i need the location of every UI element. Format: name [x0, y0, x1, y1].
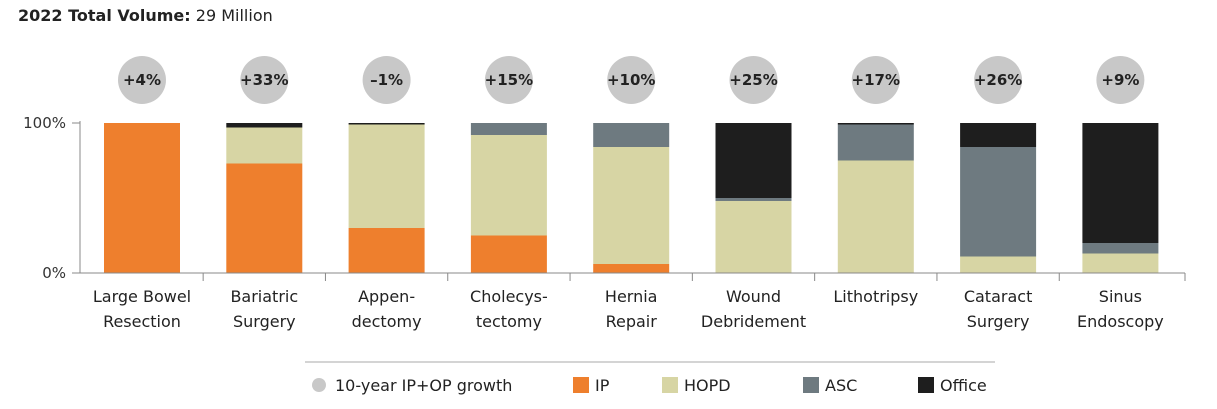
bar-segment-hopd	[593, 147, 670, 264]
bar-segment-ip	[226, 163, 303, 273]
growth-bubble	[118, 56, 166, 104]
category-label: Cholecys-	[470, 287, 548, 306]
category-label: Appen-	[358, 287, 415, 306]
y-tick-label: 0%	[42, 264, 66, 282]
growth-bubble	[240, 56, 289, 104]
bar-segment-office	[837, 123, 914, 125]
title-value: 29 Million	[195, 6, 273, 25]
chart-title: 2022 Total Volume: 29 Million	[18, 6, 273, 25]
growth-label: +26%	[974, 71, 1022, 89]
bar-segment-hopd	[470, 135, 547, 236]
category-label: tectomy	[476, 312, 542, 331]
bar-segment-office	[226, 123, 303, 128]
category-label: Repair	[606, 312, 658, 331]
legend-swatch-ip	[573, 377, 589, 393]
bar-segment-hopd	[715, 201, 792, 273]
growth-label: +33%	[240, 71, 288, 89]
bar-segment-ip	[104, 123, 180, 273]
bar-segment-asc	[960, 147, 1037, 257]
growth-bubble	[362, 56, 411, 104]
category-label: Large Bowel	[93, 287, 191, 306]
bar-segment-hopd	[1082, 253, 1159, 273]
category-label: Endoscopy	[1077, 312, 1164, 331]
category-label: dectomy	[352, 312, 422, 331]
growth-label: +25%	[729, 71, 777, 89]
bar-segment-ip	[470, 235, 547, 273]
growth-bubble	[1096, 56, 1145, 104]
bar-segment-asc	[1082, 243, 1159, 254]
growth-label: +4%	[123, 71, 161, 89]
title-label: 2022 Total Volume:	[18, 6, 191, 25]
growth-bubble	[729, 56, 778, 104]
legend-label: IP	[595, 376, 610, 395]
bar-segment-office	[1082, 123, 1159, 243]
category-label: Lithotripsy	[833, 287, 918, 306]
category-label: Surgery	[967, 312, 1030, 331]
y-tick-label: 100%	[23, 114, 66, 132]
legend-label: HOPD	[684, 376, 731, 395]
legend-swatch-office	[918, 377, 934, 393]
growth-label: –1%	[370, 71, 403, 89]
category-label: Wound	[726, 287, 781, 306]
bar-segment-office	[715, 123, 792, 198]
growth-bubble	[851, 56, 900, 104]
bar-segment-asc	[837, 124, 914, 161]
bar-segment-hopd	[960, 256, 1037, 273]
bar-segment-ip	[348, 228, 425, 273]
growth-label: +17%	[852, 71, 900, 89]
growth-label: +10%	[607, 71, 655, 89]
category-label: Debridement	[701, 312, 806, 331]
bar-segment-asc	[470, 123, 547, 135]
bar-segment-ip	[593, 264, 670, 273]
category-label: Cataract	[964, 287, 1033, 306]
legend-swatch-asc	[803, 377, 819, 393]
bar-segment-hopd	[348, 124, 425, 228]
growth-label: +15%	[485, 71, 533, 89]
growth-bubble	[607, 56, 656, 104]
growth-label: +9%	[1101, 71, 1139, 89]
bar-segment-asc	[593, 123, 670, 147]
legend-label: ASC	[825, 376, 857, 395]
bar-segment-hopd	[837, 160, 914, 273]
category-label: Sinus	[1099, 287, 1142, 306]
category-label: Surgery	[233, 312, 296, 331]
growth-bubble	[484, 56, 533, 104]
category-label: Hernia	[605, 287, 658, 306]
category-label: Bariatric	[230, 287, 298, 306]
growth-bubble	[974, 56, 1023, 104]
legend-label: Office	[940, 376, 987, 395]
legend-swatch-hopd	[662, 377, 678, 393]
category-label: Resection	[103, 312, 181, 331]
bar-segment-hopd	[226, 127, 303, 164]
bar-segment-office	[348, 123, 425, 125]
legend-swatch-growth	[312, 378, 326, 392]
bar-segment-asc	[715, 198, 792, 201]
bar-segment-office	[960, 123, 1037, 147]
legend-label: 10-year IP+OP growth	[335, 376, 512, 395]
